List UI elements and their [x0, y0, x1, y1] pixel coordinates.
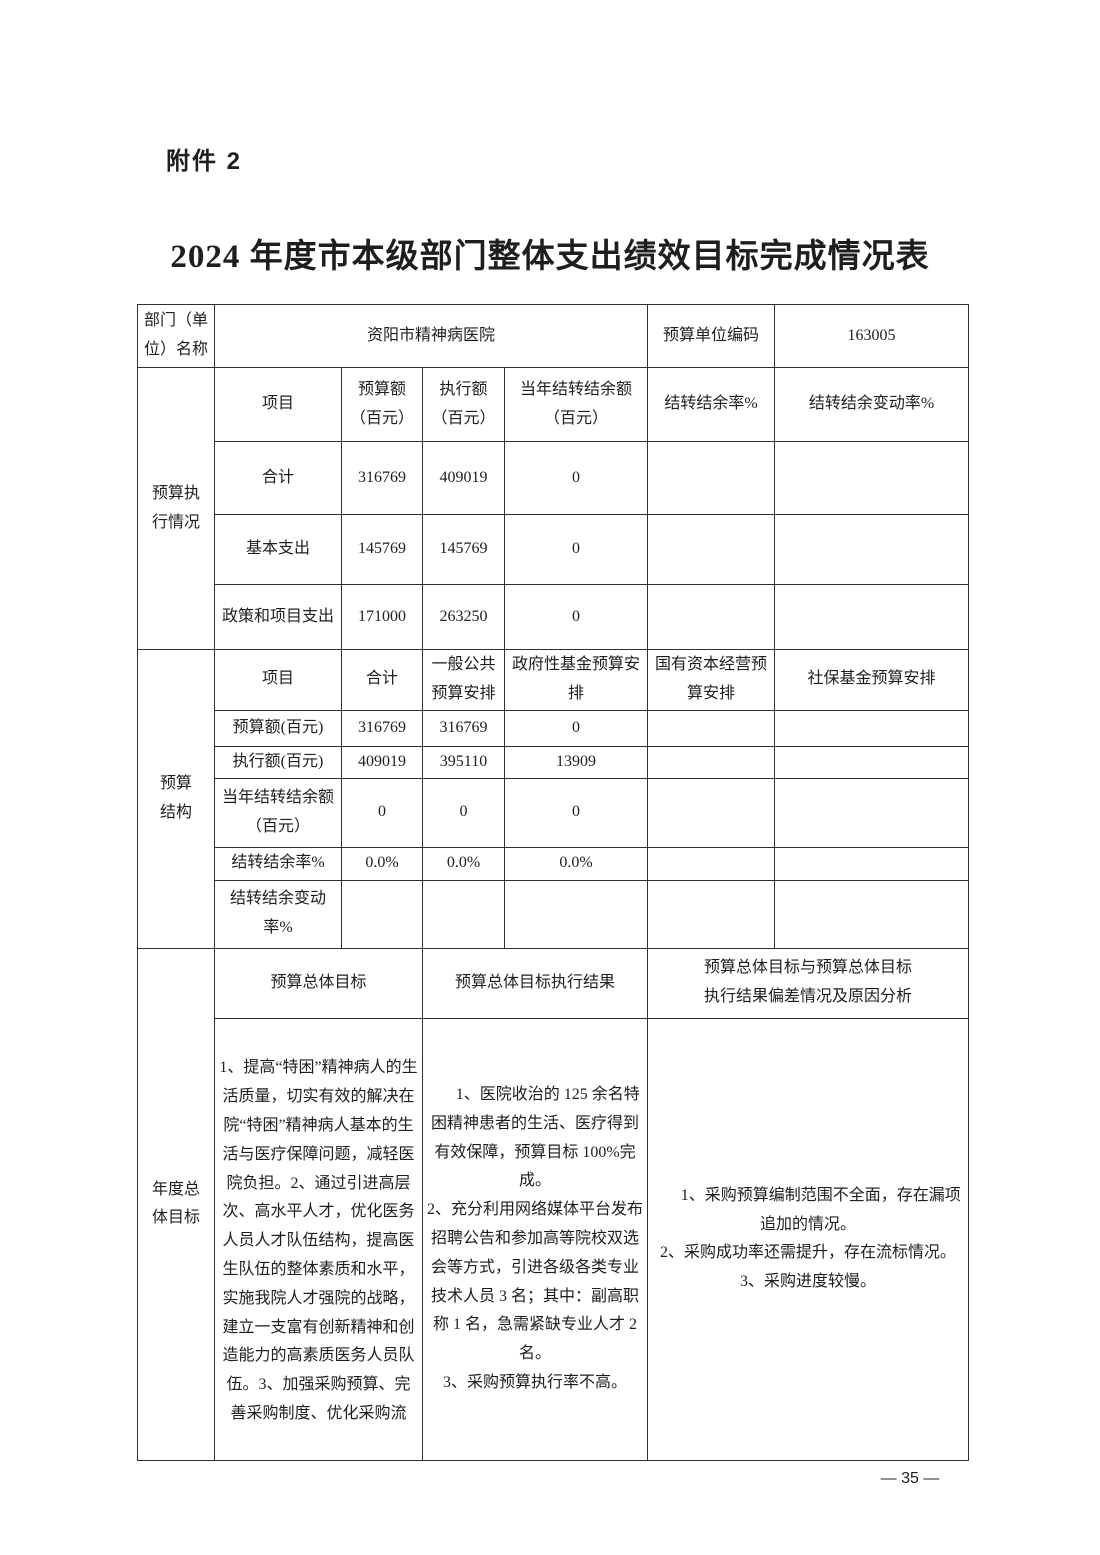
cell-change-govfund: [503, 879, 649, 949]
unit-code-value: 163005: [774, 304, 970, 368]
table-row: 执行额(百元) 409019 395110 13909: [138, 745, 970, 779]
cell-basic-carryover-change-rate: [774, 514, 970, 585]
cell-budget-statecap: [647, 709, 776, 747]
overall-goal-text: 1、提高“特困”精神病人的生活质量，切实有效的解决在院“特困”精神病人基本的生活…: [219, 1059, 418, 1422]
col-header-social-security: 社保基金预算安排: [774, 649, 970, 711]
cell-project-carryover-change-rate: [774, 584, 970, 650]
cell-budget-social: [774, 709, 970, 747]
department-name-label: 部门（单 位）名称: [137, 304, 215, 368]
cell-project-carryover: 0: [503, 584, 649, 650]
cell-rate-total: 0.0%: [341, 846, 423, 881]
cell-exec-govfund: 13909: [503, 745, 649, 779]
section-label-budget-execution: 预算执 行情况: [137, 367, 215, 650]
cell-total-carryover: 0: [503, 441, 649, 515]
cell-rate-govfund: 0.0%: [503, 846, 649, 881]
col-header-execution: 执行额 （百元）: [422, 367, 505, 442]
col-header-state-capital: 国有资本经营预 算安排: [647, 649, 776, 711]
col-header-overall-goal: 预算总体目标: [214, 947, 423, 1019]
cell-carry-social: [774, 777, 970, 848]
cell-budget-total: 316769: [341, 709, 423, 747]
cell-rate-social: [774, 846, 970, 881]
row-label-total: 合计: [214, 441, 342, 515]
cell-total-carryover-rate: [647, 441, 776, 515]
row-label-budget-amount: 预算额(百元): [214, 709, 342, 747]
cell-carry-govfund: 0: [503, 777, 649, 848]
cell-budget-general: 316769: [422, 709, 505, 747]
cell-exec-social: [774, 745, 970, 779]
cell-carry-general: 0: [422, 777, 505, 848]
row-label-execution-amount: 执行额(百元): [214, 745, 342, 779]
cell-rate-general: 0.0%: [422, 846, 505, 881]
table-row: 基本支出 145769 145769 0: [138, 514, 970, 585]
table-row: 结转结余变动 率%: [138, 879, 970, 949]
table-row: 预算执 行情况 项目 预算额 （百元） 执行额 （百元） 当年结转结余额 （百元…: [137, 367, 970, 650]
table-row: 当年结转结余额 （百元） 0 0 0: [138, 777, 970, 848]
col-header-total: 合计: [341, 649, 423, 711]
table-row: 政策和项目支出 171000 263250 0: [138, 584, 970, 650]
row-label-year-carryover: 当年结转结余额 （百元）: [214, 777, 342, 848]
cell-basic-carryover: 0: [503, 514, 649, 585]
cell-change-statecap: [647, 879, 776, 949]
table-row: 年度总 体目标 预算总体目标 预算总体目标执行结果 预算总体目标与预算总体目标 …: [137, 947, 970, 1462]
unit-code-label: 预算单位编码: [647, 304, 776, 368]
col-header-gov-fund: 政府性基金预算安 排: [503, 649, 649, 711]
cell-deviation-analysis: 1、采购预算编制范围不全面，存在漏项追加的情况。 2、采购成功率还需提升，存在流…: [647, 1017, 970, 1462]
col-header-carryover: 当年结转结余额 （百元）: [503, 367, 649, 442]
cell-project-carryover-rate: [647, 584, 776, 650]
table-row: 预算 结构 项目 合计 一般公共 预算安排 政府性基金预算安 排 国有资本经营预…: [137, 649, 970, 949]
section-label-budget-structure: 预算 结构: [137, 649, 215, 949]
cell-carry-total: 0: [341, 777, 423, 848]
col-header-item2: 项目: [214, 649, 342, 711]
page-title: 2024 年度市本级部门整体支出绩效目标完成情况表: [170, 239, 930, 275]
cell-basic-carryover-rate: [647, 514, 776, 585]
cell-change-social: [774, 879, 970, 949]
cell-exec-total: 409019: [341, 745, 423, 779]
table-row: 结转结余率% 0.0% 0.0% 0.0%: [138, 846, 970, 881]
col-header-general-public: 一般公共 预算安排: [422, 649, 505, 711]
col-header-carryover-change-rate: 结转结余变动率%: [774, 367, 970, 442]
cell-total-carryover-change-rate: [774, 441, 970, 515]
cell-exec-general: 395110: [422, 745, 505, 779]
cell-change-total: [341, 879, 423, 949]
cell-execution-result: 1、医院收治的 125 余名特困精神患者的生活、医疗得到有效保障，预算目标 10…: [421, 1017, 649, 1462]
section-label-annual-goals: 年度总 体目标: [137, 947, 215, 1462]
table-row: 合计 316769 409019 0: [138, 441, 970, 515]
row-label-project-expenditure: 政策和项目支出: [214, 584, 342, 650]
table-row: 1、提高“特困”精神病人的生活质量，切实有效的解决在院“特困”精神病人基本的生活…: [138, 1017, 970, 1462]
cell-carry-statecap: [647, 777, 776, 848]
cell-project-budget: 171000: [341, 584, 423, 650]
cell-total-budget: 316769: [341, 441, 423, 515]
cell-budget-govfund: 0: [503, 709, 649, 747]
cell-exec-statecap: [647, 745, 776, 779]
department-name-value: 资阳市精神病医院: [213, 304, 649, 368]
col-header-carryover-rate: 结转结余率%: [647, 367, 776, 442]
cell-rate-statecap: [647, 846, 776, 881]
attachment-label: 附件 2: [166, 148, 243, 175]
cell-basic-execution: 145769: [422, 514, 505, 585]
col-header-item: 项目: [214, 367, 342, 442]
cell-total-execution: 409019: [422, 441, 505, 515]
table-row: 部门（单 位）名称 资阳市精神病医院 预算单位编码 163005: [137, 304, 970, 368]
page-number: — 35 —: [880, 1470, 940, 1487]
cell-overall-goal: 1、提高“特困”精神病人的生活质量，切实有效的解决在院“特困”精神病人基本的生活…: [214, 1017, 423, 1462]
row-label-carryover-rate: 结转结余率%: [214, 846, 342, 881]
row-label-basic-expenditure: 基本支出: [214, 514, 342, 585]
cell-change-general: [422, 879, 505, 949]
cell-basic-budget: 145769: [341, 514, 423, 585]
col-header-deviation-analysis: 预算总体目标与预算总体目标 执行结果偏差情况及原因分析: [647, 947, 970, 1019]
col-header-budget: 预算额 （百元）: [341, 367, 423, 442]
cell-project-execution: 263250: [422, 584, 505, 650]
row-label-carryover-change-rate: 结转结余变动 率%: [214, 879, 342, 949]
table-row: 预算额(百元) 316769 316769 0: [138, 709, 970, 747]
performance-table: 部门（单 位）名称 资阳市精神病医院 预算单位编码 163005 预算执 行情况…: [137, 304, 970, 1462]
col-header-execution-result: 预算总体目标执行结果: [421, 947, 649, 1019]
